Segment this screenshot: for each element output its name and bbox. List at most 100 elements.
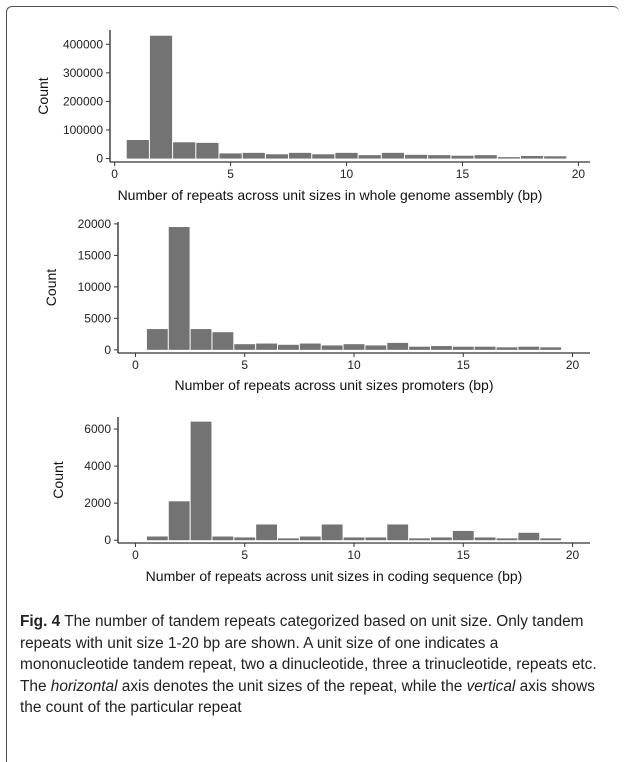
x-tick-label: 10 bbox=[347, 358, 361, 372]
y-tick-label: 2000 bbox=[84, 496, 111, 510]
y-tick-label: 0 bbox=[104, 343, 111, 357]
y-tick-label: 0 bbox=[96, 152, 103, 166]
bar bbox=[474, 346, 496, 350]
x-tick-label: 5 bbox=[227, 167, 234, 181]
bar bbox=[146, 536, 168, 541]
bar bbox=[289, 152, 312, 159]
bar bbox=[126, 140, 149, 159]
y-tick-label: 20000 bbox=[78, 217, 112, 231]
bar bbox=[451, 155, 474, 159]
x-axis-title: Number of repeats across unit sizes prom… bbox=[174, 377, 493, 393]
x-tick-label: 0 bbox=[132, 358, 139, 372]
bar bbox=[321, 524, 343, 541]
bar bbox=[212, 332, 234, 350]
x-tick-label: 20 bbox=[572, 167, 586, 181]
bar bbox=[312, 154, 335, 159]
x-tick-label: 15 bbox=[456, 167, 470, 181]
bar bbox=[242, 152, 265, 159]
y-tick-label: 400000 bbox=[63, 37, 103, 51]
x-tick-label: 20 bbox=[566, 548, 580, 562]
caption-text-1: The number of tandem repeats categorized… bbox=[20, 613, 597, 695]
bar bbox=[358, 155, 381, 159]
x-tick-label: 0 bbox=[111, 167, 118, 181]
bar bbox=[234, 537, 256, 541]
x-tick-label: 10 bbox=[347, 548, 361, 562]
chart-panel-promoters: 0 5 10 15 20 0 5000 10000 15000 20000 Number of re… bbox=[43, 217, 590, 393]
chart-panel-whole-genome: 0 5 10 15 20 0 100000 200000 300000 400000 Number … bbox=[35, 30, 590, 203]
bar bbox=[409, 346, 430, 350]
bar bbox=[518, 532, 540, 541]
bar bbox=[196, 142, 219, 159]
y-axis-title: Count bbox=[43, 269, 59, 306]
bar bbox=[343, 537, 365, 541]
bar bbox=[474, 537, 496, 541]
bar bbox=[256, 524, 278, 541]
x-axis-title: Number of repeats across unit sizes in c… bbox=[146, 568, 523, 584]
y-tick-label: 15000 bbox=[78, 248, 112, 262]
y-axis-title: Count bbox=[35, 77, 51, 114]
bar bbox=[540, 538, 562, 541]
bar bbox=[404, 154, 428, 159]
bar bbox=[278, 538, 299, 541]
figure-frame bbox=[6, 6, 619, 762]
bar bbox=[365, 537, 387, 541]
bar bbox=[256, 343, 278, 350]
x-tick-label: 15 bbox=[457, 358, 471, 372]
bar bbox=[146, 329, 168, 350]
x-tick-label: 5 bbox=[241, 358, 248, 372]
bar bbox=[430, 346, 452, 350]
y-tick-label: 6000 bbox=[84, 422, 111, 436]
y-tick-label: 300000 bbox=[63, 66, 103, 80]
bar bbox=[168, 501, 190, 541]
caption-text-3: axis shows the count of the particular r… bbox=[20, 677, 595, 717]
figure-caption: Fig. 4 The number of tandem repeats cate… bbox=[20, 611, 610, 719]
y-axis-title: Count bbox=[50, 461, 66, 498]
bar bbox=[518, 346, 540, 350]
chart-panel-coding-sequence: 0 5 10 15 20 0 2000 4000 6000 Number of repeats a… bbox=[50, 417, 590, 584]
bar bbox=[496, 538, 518, 541]
bar bbox=[149, 35, 173, 159]
y-tick-label: 0 bbox=[104, 533, 111, 547]
bar bbox=[343, 344, 365, 350]
bar bbox=[212, 536, 234, 541]
x-tick-label: 5 bbox=[241, 548, 248, 562]
bar bbox=[496, 347, 518, 350]
bar bbox=[387, 342, 409, 350]
bar bbox=[365, 345, 387, 350]
figure-charts: 0 5 10 15 200100000200000300000400000Number … bbox=[35, 30, 590, 584]
y-tick-label: 10000 bbox=[78, 280, 112, 294]
bar bbox=[387, 524, 409, 541]
bar bbox=[265, 154, 289, 159]
bar bbox=[278, 344, 299, 350]
bar bbox=[168, 227, 190, 350]
bar bbox=[452, 530, 474, 541]
caption-text-2: axis denotes the unit sizes of the repea… bbox=[117, 677, 467, 695]
x-tick-label: 15 bbox=[457, 548, 471, 562]
x-tick-label: 0 bbox=[132, 548, 139, 562]
bar bbox=[190, 329, 212, 350]
bar bbox=[520, 156, 544, 159]
bar bbox=[428, 155, 451, 159]
bar bbox=[299, 536, 321, 541]
bar bbox=[190, 421, 212, 541]
bar bbox=[219, 153, 242, 159]
y-tick-label: 100000 bbox=[63, 123, 103, 137]
bar bbox=[321, 345, 343, 350]
x-tick-label: 10 bbox=[340, 167, 354, 181]
bar bbox=[234, 344, 256, 350]
bar bbox=[173, 142, 196, 159]
y-tick-label: 5000 bbox=[84, 311, 111, 325]
bar bbox=[299, 343, 321, 350]
x-axis-title: Number of repeats across unit sizes in w… bbox=[118, 187, 543, 203]
bar bbox=[540, 347, 562, 350]
bar bbox=[474, 155, 497, 159]
bar bbox=[452, 346, 474, 350]
bar bbox=[430, 537, 452, 541]
bar bbox=[544, 156, 567, 159]
caption-figure-label: Fig. 4 bbox=[20, 613, 61, 630]
bar bbox=[381, 152, 404, 159]
x-tick-label: 20 bbox=[566, 358, 580, 372]
bar bbox=[497, 157, 520, 159]
caption-vertical: vertical bbox=[466, 677, 516, 695]
y-tick-label: 4000 bbox=[84, 459, 111, 473]
